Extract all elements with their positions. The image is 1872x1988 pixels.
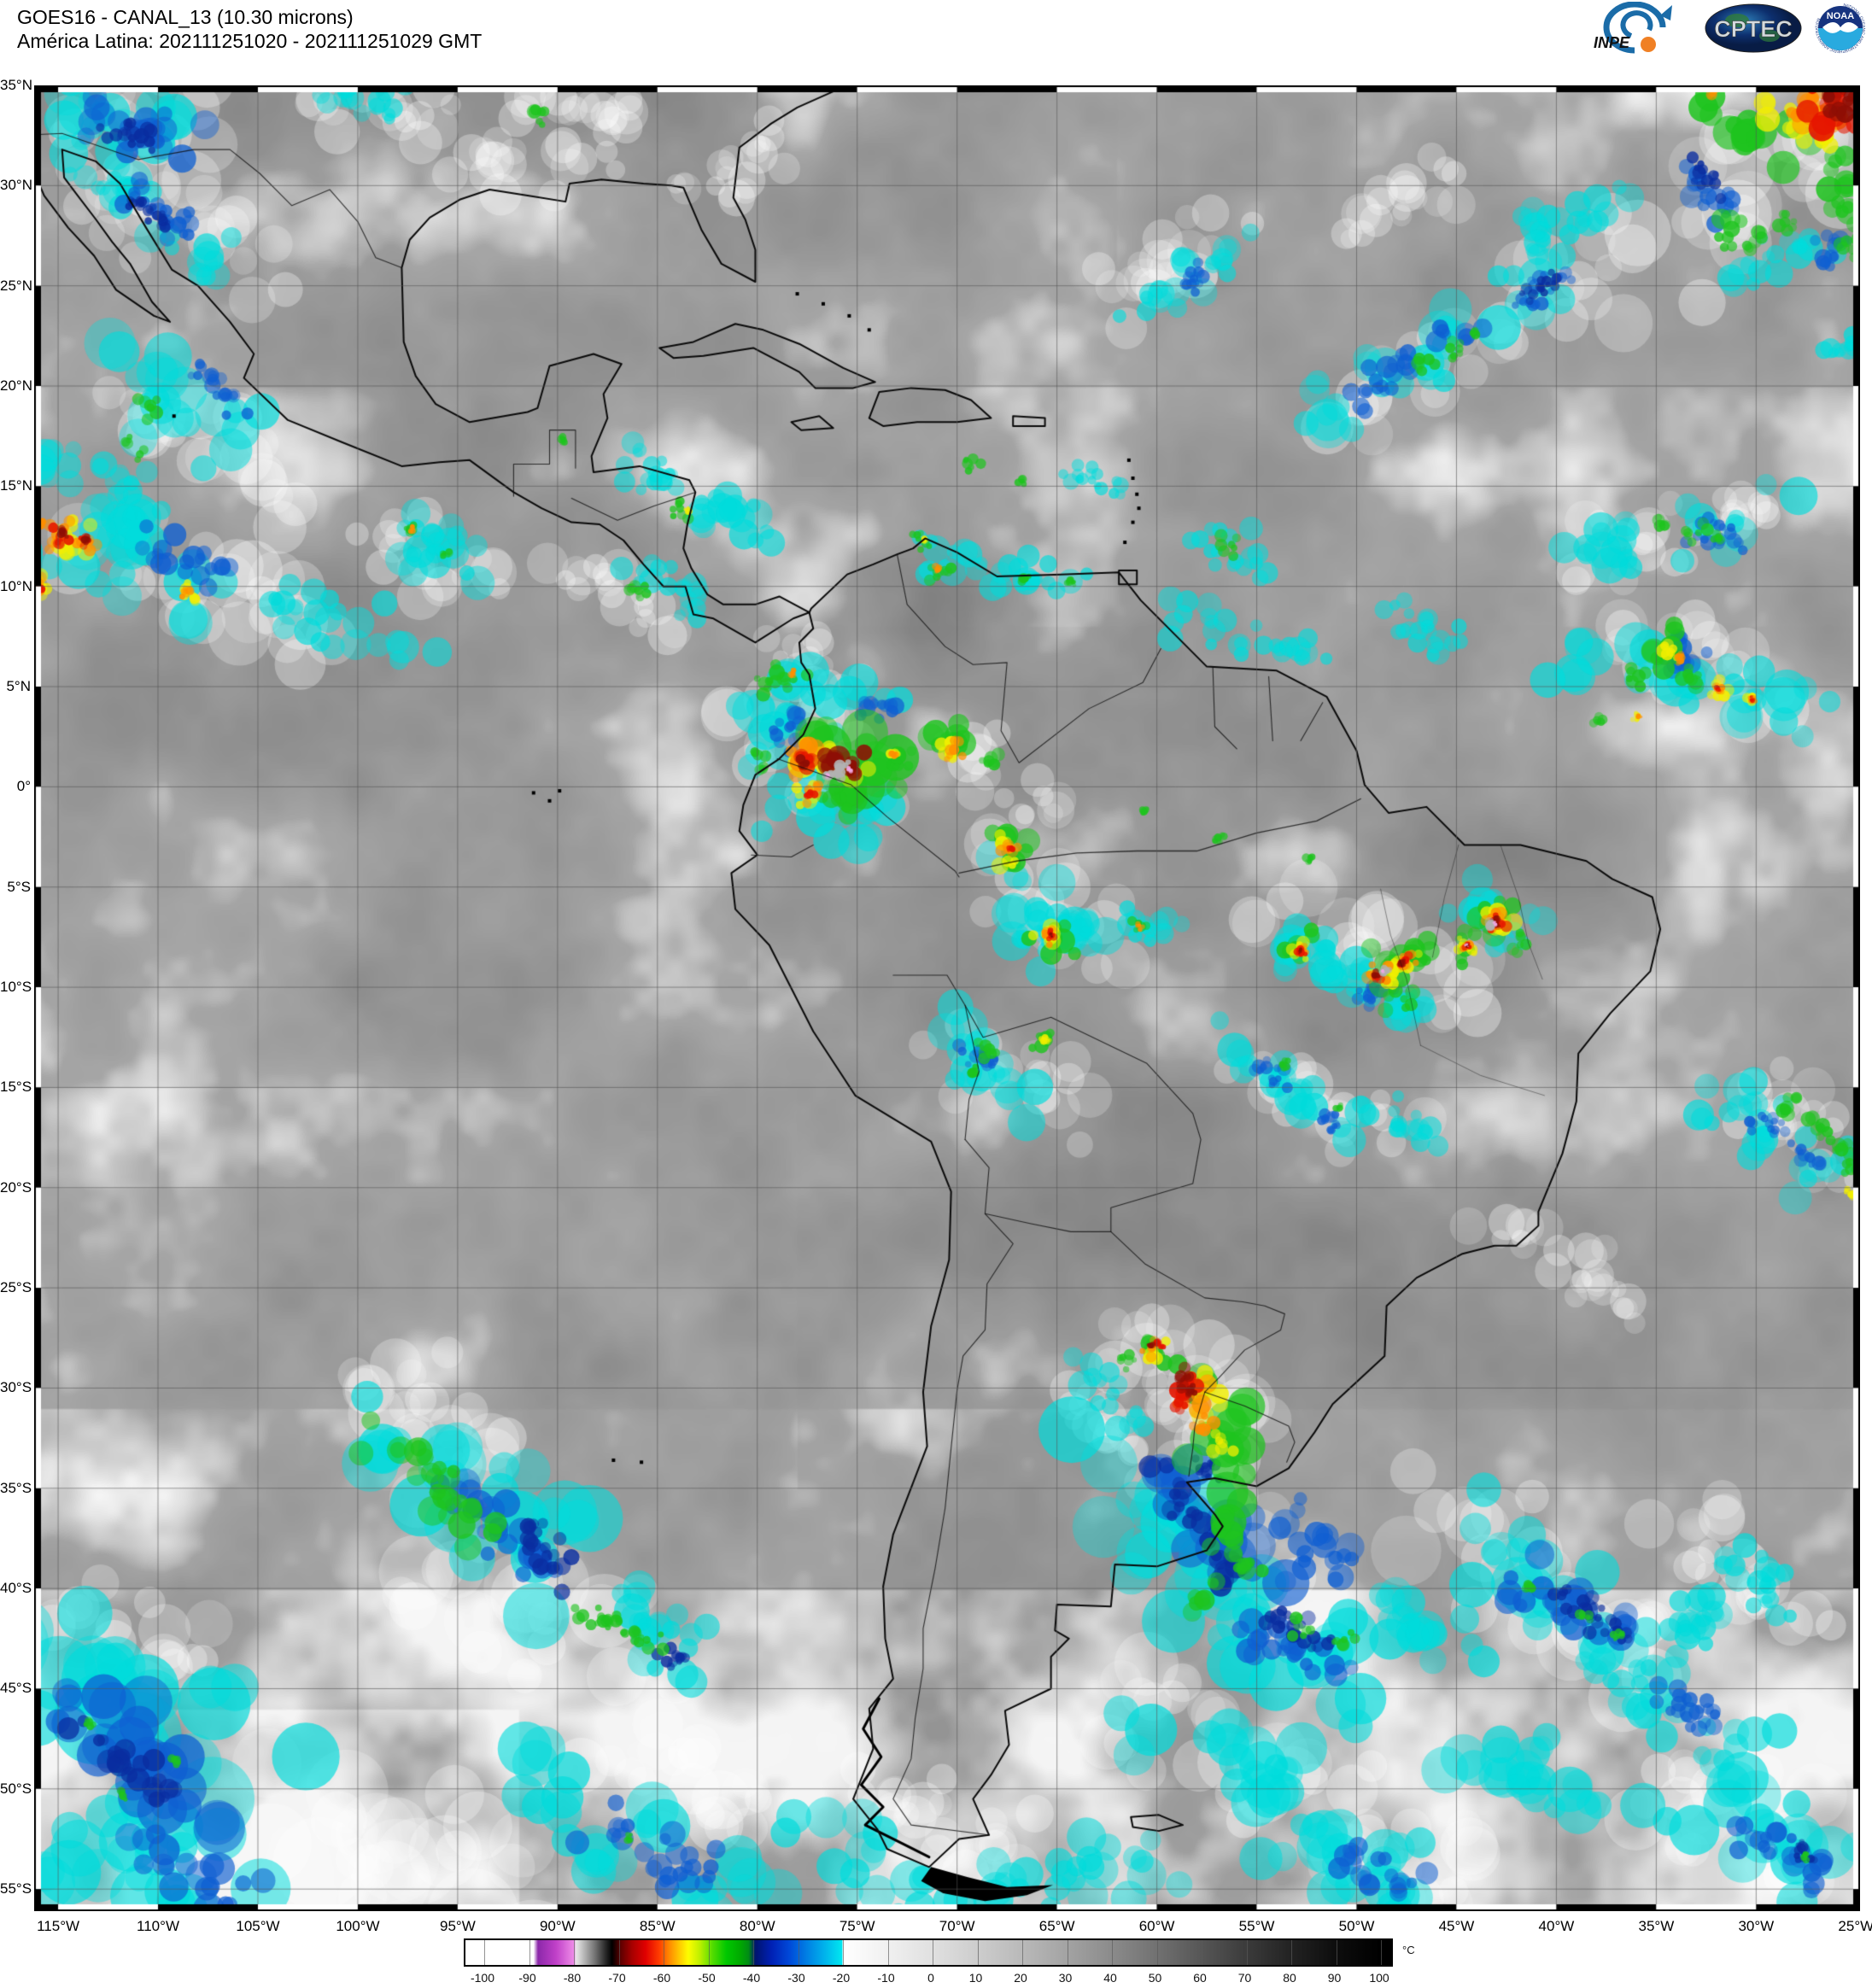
lat-label: 45°S xyxy=(0,1680,32,1697)
lon-label: 105°W xyxy=(236,1918,280,1934)
lat-label: 5°S xyxy=(7,878,31,895)
cptec-logo: CPTEC xyxy=(1705,3,1802,53)
lat-label: 15°N xyxy=(0,477,32,494)
inpe-orange-dot xyxy=(1641,37,1656,52)
colorbar-tick-label: 40 xyxy=(1103,1971,1117,1985)
lon-label: 70°W xyxy=(939,1918,975,1934)
temperature-colorbar xyxy=(464,1938,1393,1967)
lon-label: 55°W xyxy=(1238,1918,1275,1934)
colorbar-tick xyxy=(753,1940,754,1965)
colorbar-tick xyxy=(977,1940,979,1965)
colorbar-tick-label: -80 xyxy=(563,1971,582,1985)
lon-label: 65°W xyxy=(1038,1918,1075,1934)
colorbar-tick-label: -10 xyxy=(877,1971,895,1985)
colorbar-tick-label: -70 xyxy=(608,1971,626,1985)
lat-label: 15°S xyxy=(0,1079,32,1096)
colorbar-tick-label: 90 xyxy=(1327,1971,1342,1985)
lon-label: 85°W xyxy=(639,1918,676,1934)
lat-label: 30°N xyxy=(0,177,32,194)
noaa-logo: NOAA NATIONAL OCEANIC AND ATMOSPHERIC AD… xyxy=(1815,3,1866,54)
lon-label: 40°W xyxy=(1538,1918,1575,1934)
lon-label: 90°W xyxy=(539,1918,576,1934)
satellite-image-canvas xyxy=(34,85,1860,1911)
colorbar-tick xyxy=(843,1940,844,1965)
lon-label: 50°W xyxy=(1338,1918,1375,1934)
colorbar-tick xyxy=(1112,1940,1113,1965)
lon-label: 100°W xyxy=(336,1918,380,1934)
product-subtitle: América Latina: 202111251020 - 202111251… xyxy=(17,30,483,52)
cptec-logo-text: CPTEC xyxy=(1714,16,1793,42)
colorbar-tick-label: 50 xyxy=(1148,1971,1162,1985)
lat-label: 50°S xyxy=(0,1780,32,1797)
lat-label: 10°N xyxy=(0,577,32,594)
lon-label: 110°W xyxy=(137,1918,179,1934)
lat-label: 40°S xyxy=(0,1580,32,1597)
colorbar-tick-label: -60 xyxy=(652,1971,671,1985)
colorbar-tick-label: -20 xyxy=(832,1971,851,1985)
colorbar-tick-label: 80 xyxy=(1283,1971,1296,1985)
lat-label: 25°N xyxy=(0,277,32,294)
colorbar-tick xyxy=(1291,1940,1292,1965)
colorbar-tick xyxy=(1022,1940,1023,1965)
colorbar-tick-label: -30 xyxy=(787,1971,805,1985)
colorbar-tick-label: 20 xyxy=(1014,1971,1027,1985)
lat-label: 10°S xyxy=(0,979,32,996)
colorbar-tick xyxy=(529,1940,530,1965)
colorbar-tick-label: 100 xyxy=(1369,1971,1389,1985)
colorbar-tick-label: 60 xyxy=(1193,1971,1207,1985)
lat-label: 0° xyxy=(16,778,31,795)
lat-label: 5°N xyxy=(6,678,31,695)
colorbar-tick-label: -100 xyxy=(470,1971,495,1985)
colorbar-tick xyxy=(1246,1940,1248,1965)
colorbar-tick-label: 0 xyxy=(927,1971,934,1985)
colorbar-tick-label: 30 xyxy=(1058,1971,1073,1985)
colorbar-tick-label: 70 xyxy=(1237,1971,1252,1985)
colorbar-tick xyxy=(1381,1940,1382,1965)
lat-label: 30°S xyxy=(0,1379,32,1396)
logo-bar: INPE CPTEC NOAA NATIONAL OCEANIC AND ATM… xyxy=(1582,2,1867,55)
colorbar-tick xyxy=(708,1940,710,1965)
lon-label: 80°W xyxy=(739,1918,775,1934)
lat-label: 25°S xyxy=(0,1279,32,1296)
lon-label: 25°W xyxy=(1838,1918,1872,1934)
lon-label: 35°W xyxy=(1638,1918,1675,1934)
colorbar-tick-label: 10 xyxy=(968,1971,983,1985)
colorbar-tick xyxy=(574,1940,575,1965)
satellite-map xyxy=(34,85,1860,1911)
product-title: GOES16 - CANAL_13 (10.30 microns) xyxy=(17,6,354,28)
title-block: GOES16 - CANAL_13 (10.30 microns) Améric… xyxy=(17,5,482,53)
inpe-logo-text: INPE xyxy=(1594,34,1630,51)
lon-label: 115°W xyxy=(37,1918,80,1934)
colorbar-unit: °C xyxy=(1402,1944,1415,1956)
colorbar-tick-label: -40 xyxy=(742,1971,761,1985)
colorbar-tick xyxy=(887,1940,889,1965)
lon-label: 45°W xyxy=(1438,1918,1475,1934)
lon-label: 75°W xyxy=(839,1918,875,1934)
lon-label: 30°W xyxy=(1738,1918,1775,1934)
lat-label: 20°S xyxy=(0,1178,32,1196)
noaa-bird-icon xyxy=(1822,22,1858,33)
colorbar-tick xyxy=(618,1940,620,1965)
inpe-logo: INPE xyxy=(1594,2,1672,54)
colorbar-gradient xyxy=(465,1940,1391,1965)
colorbar-tick xyxy=(1156,1940,1158,1965)
lat-label: 20°N xyxy=(0,377,32,395)
colorbar-tick-label: -90 xyxy=(518,1971,536,1985)
noaa-logo-text: NOAA xyxy=(1827,11,1854,21)
lat-label: 35°S xyxy=(0,1479,32,1496)
lat-label: 35°N xyxy=(0,77,32,93)
colorbar-tick xyxy=(484,1940,485,1965)
lat-label: 55°S xyxy=(0,1880,32,1897)
colorbar-tick-label: -50 xyxy=(698,1971,716,1985)
lon-label: 95°W xyxy=(440,1918,476,1934)
lon-label: 60°W xyxy=(1138,1918,1175,1934)
